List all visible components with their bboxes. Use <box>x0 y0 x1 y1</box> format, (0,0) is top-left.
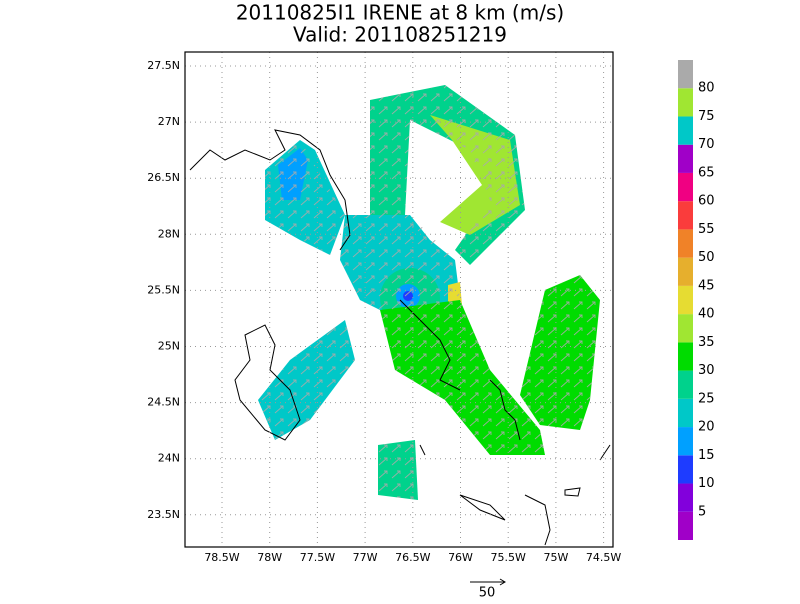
lon-label: 74.5W <box>586 551 621 564</box>
colorbar-label: 10 <box>698 476 715 491</box>
colorbar-label: 45 <box>698 278 715 293</box>
colorbar-label: 15 <box>698 448 715 463</box>
colorbar-label: 25 <box>698 391 715 406</box>
lat-label: 24N <box>158 452 180 465</box>
lon-label: 76.5W <box>395 551 430 564</box>
lat-label: 28N <box>158 227 180 240</box>
plot-frame <box>184 51 614 548</box>
lon-label: 75W <box>543 551 568 564</box>
lon-label: 77.5W <box>300 551 335 564</box>
lat-label: 26.5N <box>147 171 180 184</box>
colorbar-swatch <box>678 201 693 230</box>
lat-label: 27.5N <box>147 59 180 72</box>
colorbar-swatch <box>678 60 693 89</box>
colorbar-swatch <box>678 257 693 286</box>
colorbar-label: 55 <box>698 222 715 237</box>
colorbar-swatch <box>678 144 693 173</box>
colorbar-swatch <box>678 229 693 258</box>
colorbar-label: 5 <box>698 504 706 519</box>
colorbar-swatch <box>678 314 693 343</box>
colorbar-label: 20 <box>698 420 715 435</box>
colorbar-swatch <box>678 483 693 512</box>
colorbar-label: 40 <box>698 307 715 322</box>
subtitle: Valid: 201108251219 <box>293 23 507 47</box>
lon-label: 78W <box>257 551 282 564</box>
colorbar: 5 10 15 20 25 30 35 40 45 50 55 60 65 70 75 80 <box>678 60 715 540</box>
colorbar-label: 35 <box>698 335 715 350</box>
lon-label: 77W <box>353 551 378 564</box>
lon-label: 76W <box>448 551 473 564</box>
wind-field <box>189 85 611 546</box>
colorbar-label: 50 <box>698 250 715 265</box>
coastlines <box>189 129 611 546</box>
colorbar-swatch <box>678 88 693 117</box>
lon-label: 78.5W <box>204 551 239 564</box>
colorbar-swatch <box>678 172 693 202</box>
colorbar-swatch <box>678 116 693 145</box>
lat-label: 23.5N <box>147 508 180 521</box>
colorbar-label: 75 <box>698 109 715 124</box>
colorbar-swatch <box>678 398 693 428</box>
colorbar-label: 65 <box>698 165 715 180</box>
lat-label: 25N <box>158 340 180 353</box>
colorbar-label: 60 <box>698 194 715 209</box>
vector-scale-head <box>499 578 506 586</box>
colorbar-label: 70 <box>698 137 715 152</box>
colorbar-swatch <box>678 455 693 484</box>
colorbar-swatch <box>678 285 693 315</box>
colorbar-label: 30 <box>698 363 715 378</box>
lat-label: 27N <box>158 115 180 128</box>
lon-label: 75.5W <box>491 551 526 564</box>
lat-label: 24.5N <box>147 396 180 409</box>
lat-label: 25.5N <box>147 283 180 296</box>
vector-scale-label: 50 <box>479 586 496 601</box>
colorbar-label: 80 <box>698 81 715 96</box>
colorbar-swatch <box>678 427 693 456</box>
colorbar-swatch <box>678 342 693 371</box>
colorbar-swatch <box>678 511 693 540</box>
title: 20110825I1 IRENE at 8 km (m/s) <box>236 1 564 25</box>
colorbar-swatch <box>678 370 693 399</box>
